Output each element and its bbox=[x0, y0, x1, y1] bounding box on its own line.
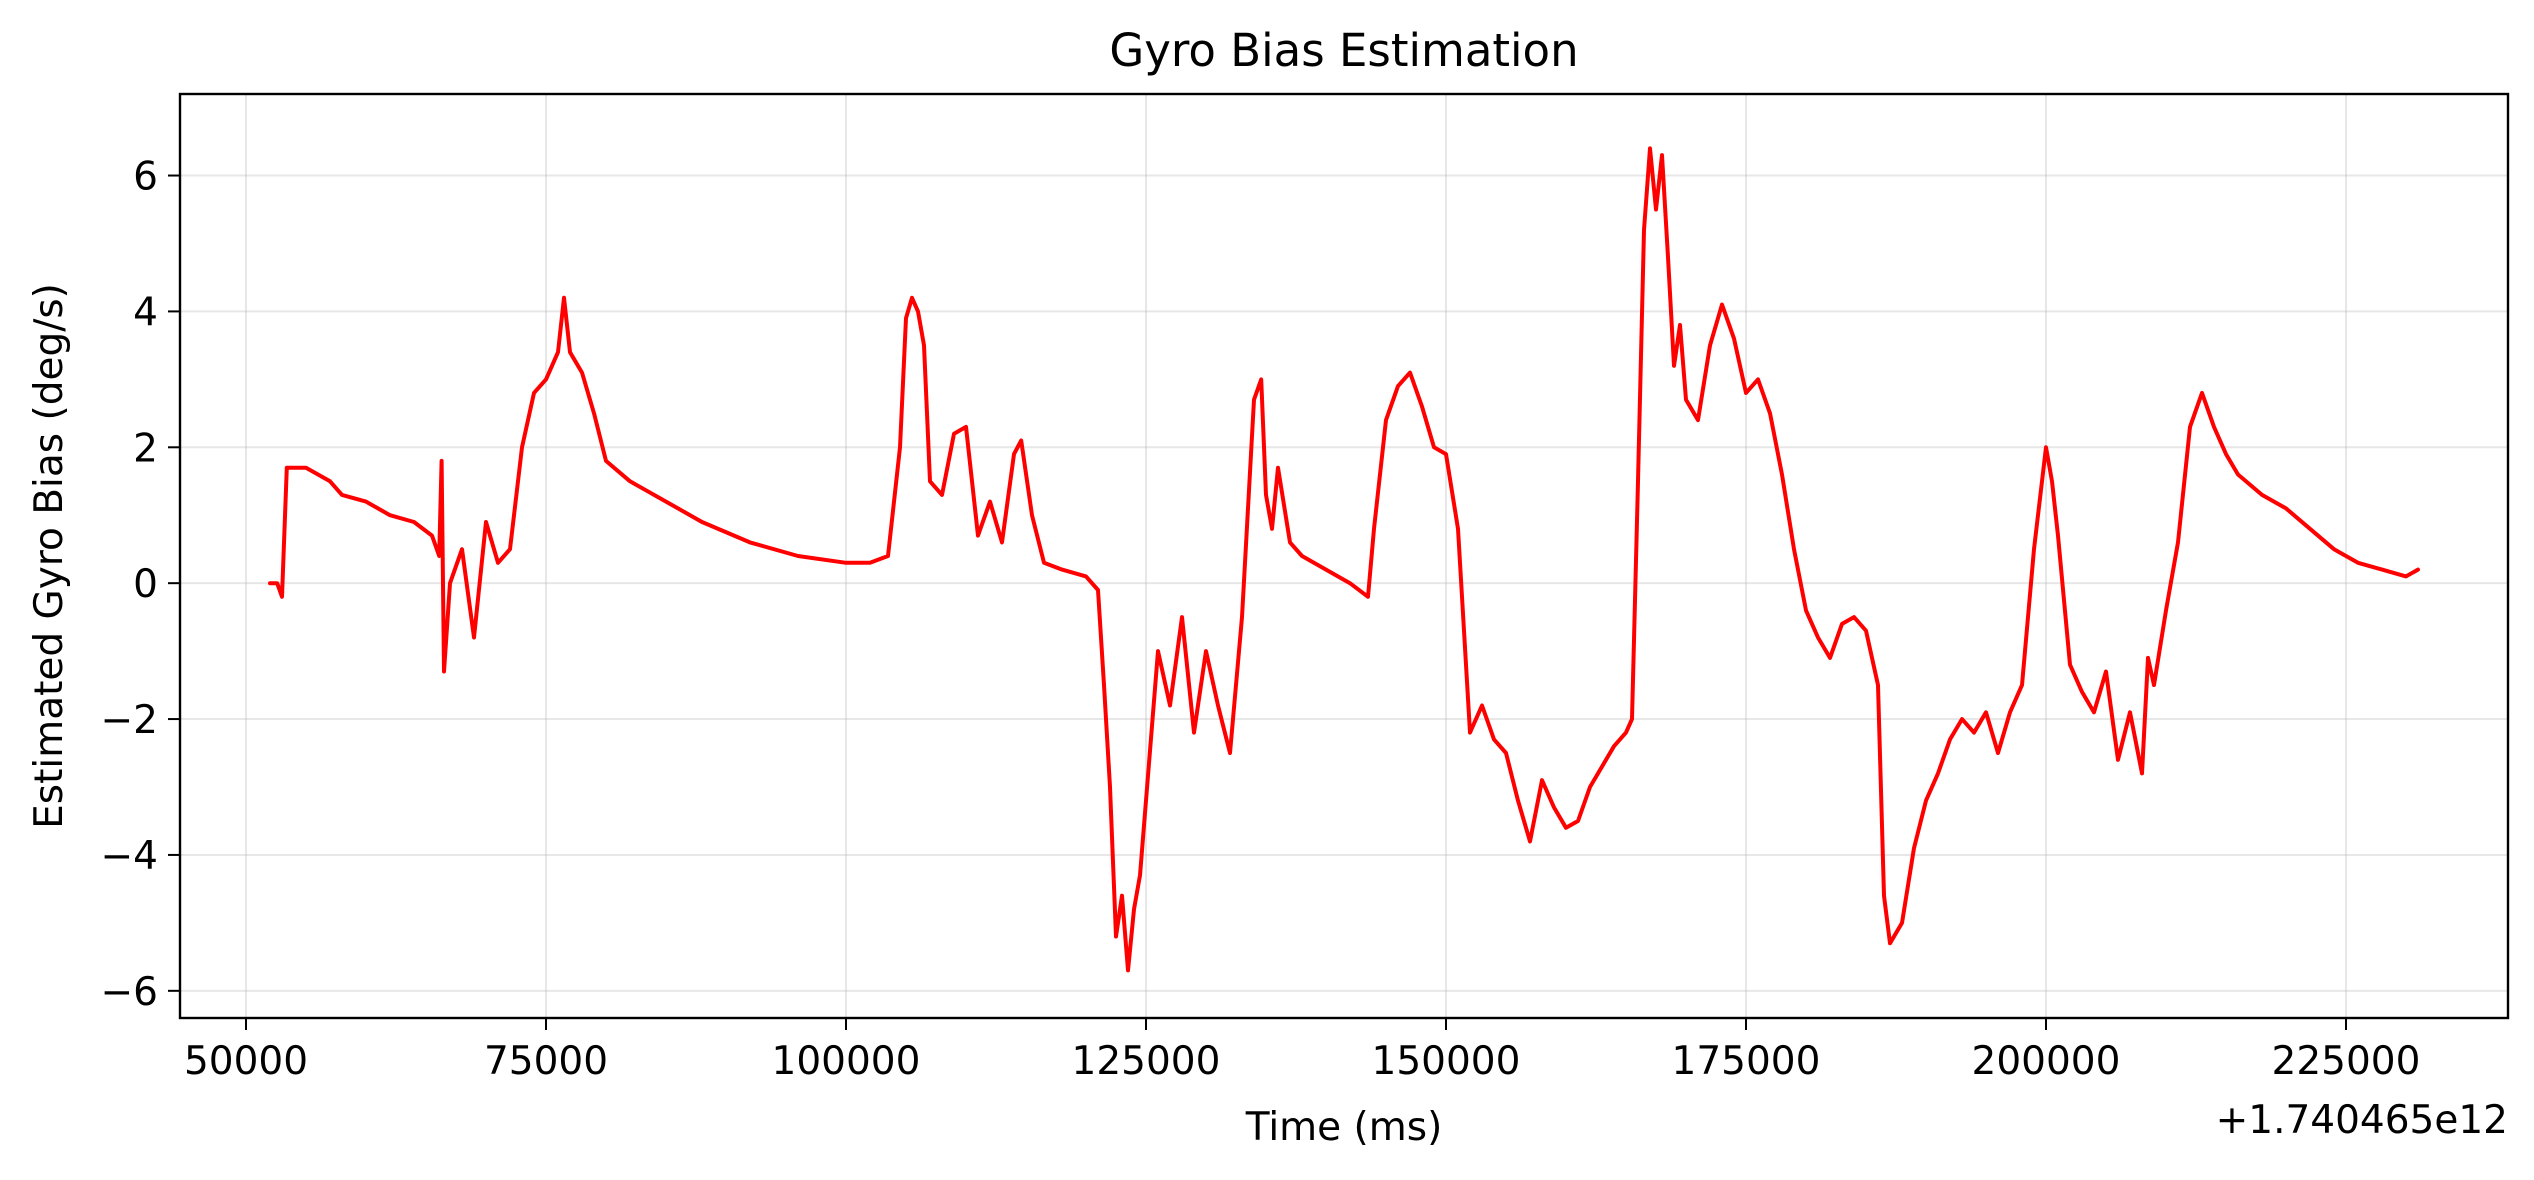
y-tick-label: −2 bbox=[101, 698, 159, 743]
x-axis-offset-label: +1.740465e12 bbox=[2216, 1098, 2508, 1143]
series-line bbox=[268, 146, 2420, 973]
x-tick-label: 75000 bbox=[484, 1039, 608, 1084]
plot-frame bbox=[178, 92, 2510, 1020]
grid bbox=[180, 94, 2508, 1018]
y-tick-label: −6 bbox=[101, 970, 159, 1015]
y-axis-label: Estimated Gyro Bias (deg/s) bbox=[27, 283, 72, 829]
x-tick-label: 50000 bbox=[184, 1039, 308, 1084]
y-tick-label: −4 bbox=[101, 834, 159, 879]
x-axis: 50000 75000 100000 125000 150000 175000 200000… bbox=[184, 1018, 2420, 1084]
y-tick-label: 0 bbox=[133, 562, 158, 607]
x-tick-label: 175000 bbox=[1672, 1039, 1821, 1084]
x-tick-label: 125000 bbox=[1072, 1039, 1221, 1084]
x-axis-label: Time (ms) bbox=[1245, 1105, 1443, 1150]
x-tick-label: 200000 bbox=[1972, 1039, 2121, 1084]
chart-title: Gyro Bias Estimation bbox=[1109, 24, 1578, 77]
y-tick-label: 4 bbox=[133, 290, 158, 335]
x-tick-label: 150000 bbox=[1372, 1039, 1521, 1084]
x-tick-label: 225000 bbox=[2272, 1039, 2421, 1084]
x-tick-label: 100000 bbox=[772, 1039, 921, 1084]
series-layer bbox=[268, 146, 2420, 973]
y-tick-label: 6 bbox=[133, 155, 158, 200]
y-tick-label: 2 bbox=[133, 426, 158, 471]
y-axis: −6 −4 −2 0 2 4 6 bbox=[101, 155, 180, 1015]
